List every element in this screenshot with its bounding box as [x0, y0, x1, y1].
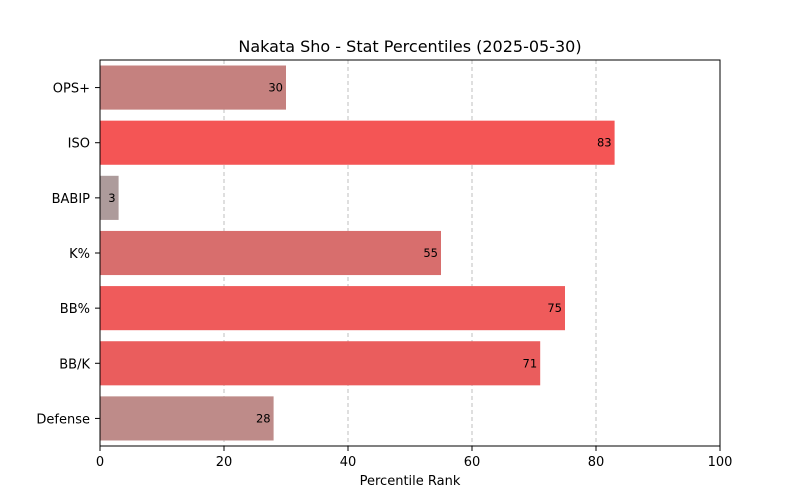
x-tick-label: 20 — [216, 455, 233, 470]
bar-bb-k — [100, 341, 541, 386]
bar-defense — [100, 396, 274, 441]
y-tick-label: ISO — [68, 137, 90, 152]
y-tick-label: BB/K — [59, 357, 90, 372]
y-tick-label: K% — [69, 247, 90, 262]
bars — [100, 65, 615, 441]
y-tick-label: OPS+ — [53, 82, 90, 97]
y-tick-label: BABIP — [52, 192, 91, 207]
y-axis-ticks: OPS+ ISO BABIP K% BB% BB/K Defense — [36, 82, 100, 427]
bar-value-label: 3 — [108, 191, 115, 205]
bar-value-label: 30 — [268, 81, 283, 95]
bar-value-label: 55 — [423, 246, 438, 260]
bar-value-label: 75 — [547, 301, 562, 315]
bar-iso — [100, 120, 615, 165]
bar-value-label: 83 — [597, 136, 612, 150]
x-axis-ticks: 0 20 40 60 80 100 — [96, 446, 733, 470]
bar-k — [100, 230, 441, 276]
bar-value-label: 28 — [256, 411, 271, 425]
y-tick-label: BB% — [60, 302, 90, 317]
bar-ops — [100, 65, 286, 110]
bar-babip — [100, 175, 119, 220]
bar-value-label: 71 — [523, 356, 538, 370]
x-tick-label: 80 — [588, 455, 605, 470]
x-tick-label: 40 — [340, 455, 357, 470]
y-tick-label: Defense — [36, 412, 90, 427]
bar-bb — [100, 286, 565, 331]
data-labels: 30 83 3 55 75 71 28 — [108, 81, 611, 426]
x-tick-label: 60 — [464, 455, 481, 470]
x-tick-label: 100 — [708, 455, 733, 470]
x-axis-label: Percentile Rank — [360, 474, 461, 489]
x-tick-label: 0 — [96, 455, 104, 470]
chart-title: Nakata Sho - Stat Percentiles (2025-05-3… — [238, 37, 581, 56]
